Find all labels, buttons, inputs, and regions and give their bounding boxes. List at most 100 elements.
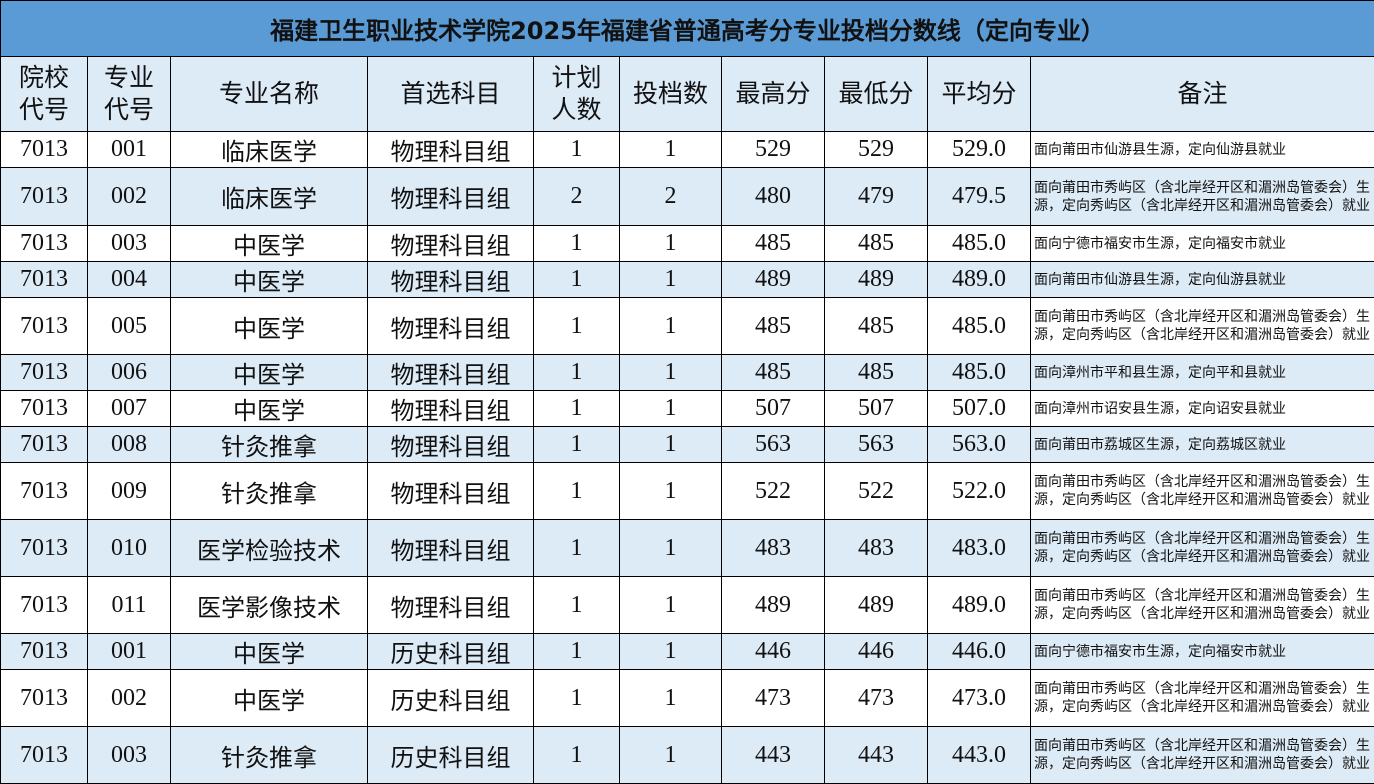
cell-max-score: 485	[722, 226, 825, 262]
cell-major-name: 中医学	[171, 670, 368, 727]
cell-min-score: 479	[825, 168, 928, 226]
cell-min-score: 483	[825, 520, 928, 577]
cell-major-code: 005	[88, 298, 171, 355]
cell-max-score: 489	[722, 262, 825, 298]
cell-admitted-count: 1	[620, 634, 722, 670]
cell-remark: 面向莆田市仙游县生源，定向仙游县就业	[1031, 262, 1374, 298]
cell-remark: 面向宁德市福安市生源，定向福安市就业	[1031, 226, 1374, 262]
cell-plan-count: 1	[534, 520, 620, 577]
cell-major-code: 006	[88, 355, 171, 391]
cell-remark: 面向漳州市诏安县生源，定向诏安县就业	[1031, 391, 1374, 427]
cell-max-score: 483	[722, 520, 825, 577]
header-admitted-count: 投档数	[620, 57, 722, 132]
cell-avg-score: 529.0	[928, 132, 1031, 168]
cell-remark: 面向莆田市秀屿区（含北岸经开区和湄洲岛管委会）生源，定向秀屿区（含北岸经开区和湄…	[1031, 670, 1374, 727]
cell-plan-count: 1	[534, 298, 620, 355]
cell-major-name: 中医学	[171, 355, 368, 391]
cell-subject: 物理科目组	[368, 520, 534, 577]
header-avg-score: 平均分	[928, 57, 1031, 132]
cell-min-score: 529	[825, 132, 928, 168]
header-subject: 首选科目	[368, 57, 534, 132]
cell-major-code: 011	[88, 577, 171, 634]
cell-subject: 物理科目组	[368, 427, 534, 463]
cell-subject: 物理科目组	[368, 262, 534, 298]
cell-major-code: 007	[88, 391, 171, 427]
cell-major-code: 003	[88, 226, 171, 262]
cell-min-score: 489	[825, 262, 928, 298]
cell-subject: 历史科目组	[368, 634, 534, 670]
cell-school-code: 7013	[1, 132, 88, 168]
header-remark: 备注	[1031, 57, 1374, 132]
cell-major-name: 针灸推拿	[171, 463, 368, 520]
header-major-code: 专业代号	[88, 57, 171, 132]
cell-admitted-count: 1	[620, 262, 722, 298]
cell-plan-count: 1	[534, 226, 620, 262]
header-school-code: 院校代号	[1, 57, 88, 132]
cell-school-code: 7013	[1, 427, 88, 463]
cell-admitted-count: 1	[620, 577, 722, 634]
cell-subject: 物理科目组	[368, 298, 534, 355]
cell-min-score: 485	[825, 226, 928, 262]
header-max-score: 最高分	[722, 57, 825, 132]
header-min-score: 最低分	[825, 57, 928, 132]
cell-school-code: 7013	[1, 298, 88, 355]
cell-plan-count: 2	[534, 168, 620, 226]
cell-avg-score: 483.0	[928, 520, 1031, 577]
cell-remark: 面向莆田市秀屿区（含北岸经开区和湄洲岛管委会）生源，定向秀屿区（含北岸经开区和湄…	[1031, 577, 1374, 634]
cell-avg-score: 489.0	[928, 577, 1031, 634]
cell-major-name: 临床医学	[171, 168, 368, 226]
cell-min-score: 473	[825, 670, 928, 727]
cell-school-code: 7013	[1, 577, 88, 634]
cell-avg-score: 489.0	[928, 262, 1031, 298]
cell-school-code: 7013	[1, 670, 88, 727]
cell-max-score: 489	[722, 577, 825, 634]
cell-min-score: 507	[825, 391, 928, 427]
cell-school-code: 7013	[1, 727, 88, 784]
cell-remark: 面向莆田市秀屿区（含北岸经开区和湄洲岛管委会）生源，定向秀屿区（含北岸经开区和湄…	[1031, 727, 1374, 784]
cell-plan-count: 1	[534, 355, 620, 391]
cell-min-score: 443	[825, 727, 928, 784]
cell-avg-score: 473.0	[928, 670, 1031, 727]
cell-admitted-count: 1	[620, 391, 722, 427]
cell-major-code: 001	[88, 132, 171, 168]
cell-max-score: 522	[722, 463, 825, 520]
cell-plan-count: 1	[534, 634, 620, 670]
cell-plan-count: 1	[534, 670, 620, 727]
cell-school-code: 7013	[1, 168, 88, 226]
cell-major-name: 医学影像技术	[171, 577, 368, 634]
cell-school-code: 7013	[1, 262, 88, 298]
cell-major-code: 004	[88, 262, 171, 298]
cell-plan-count: 1	[534, 262, 620, 298]
cell-remark: 面向莆田市秀屿区（含北岸经开区和湄洲岛管委会）生源，定向秀屿区（含北岸经开区和湄…	[1031, 168, 1374, 226]
cell-school-code: 7013	[1, 226, 88, 262]
cell-max-score: 485	[722, 298, 825, 355]
cell-school-code: 7013	[1, 520, 88, 577]
cell-admitted-count: 2	[620, 168, 722, 226]
cell-avg-score: 479.5	[928, 168, 1031, 226]
cell-remark: 面向漳州市平和县生源，定向平和县就业	[1031, 355, 1374, 391]
cell-avg-score: 485.0	[928, 226, 1031, 262]
cell-subject: 物理科目组	[368, 463, 534, 520]
cell-remark: 面向莆田市荔城区生源，定向荔城区就业	[1031, 427, 1374, 463]
cell-min-score: 489	[825, 577, 928, 634]
cell-avg-score: 485.0	[928, 298, 1031, 355]
cell-subject: 历史科目组	[368, 727, 534, 784]
cell-max-score: 446	[722, 634, 825, 670]
cell-avg-score: 443.0	[928, 727, 1031, 784]
cell-max-score: 507	[722, 391, 825, 427]
cell-admitted-count: 1	[620, 463, 722, 520]
cell-avg-score: 507.0	[928, 391, 1031, 427]
header-major-name: 专业名称	[171, 57, 368, 132]
cell-subject: 物理科目组	[368, 577, 534, 634]
cell-max-score: 563	[722, 427, 825, 463]
